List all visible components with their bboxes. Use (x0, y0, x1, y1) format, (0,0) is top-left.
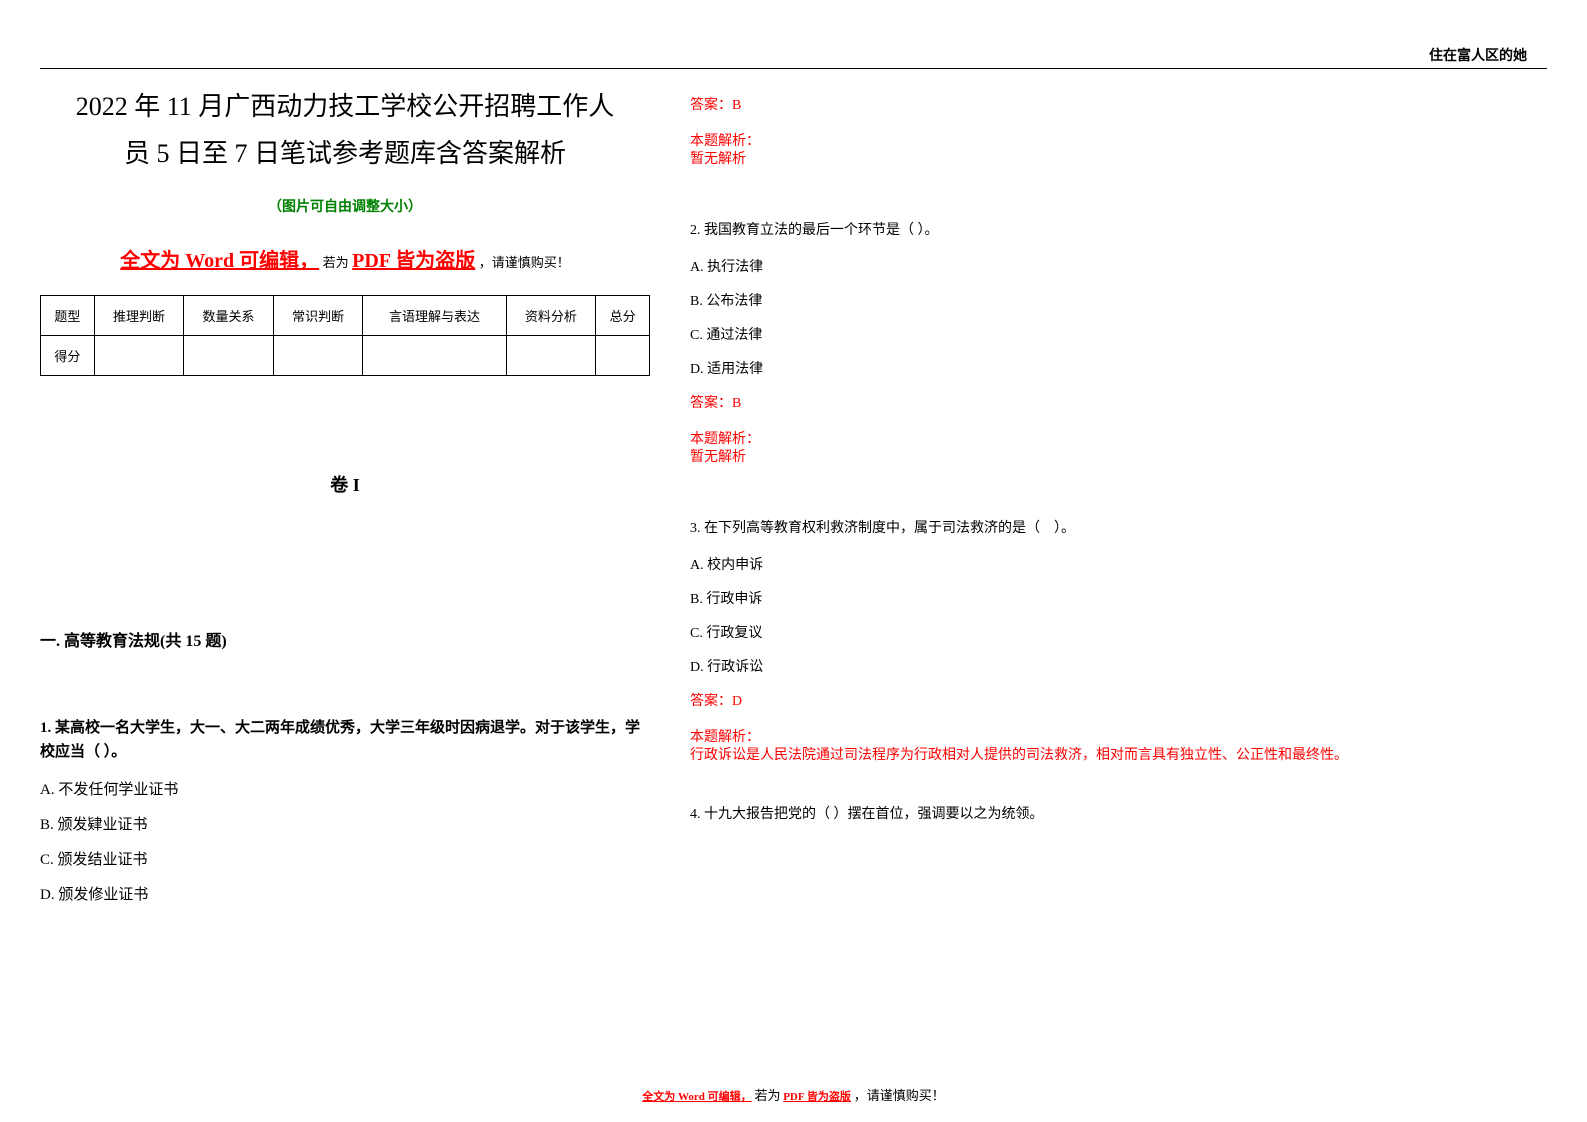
q2-text: 2. 我国教育立法的最后一个环节是（ ）。 (690, 220, 1547, 242)
score-table: 题型 推理判断 数量关系 常识判断 言语理解与表达 资料分析 总分 得分 (40, 295, 650, 376)
q3-option-d: D. 行政诉讼 (690, 656, 1547, 676)
footer-part-1: 全文为 Word 可编辑， (642, 1091, 751, 1103)
th-verbal: 言语理解与表达 (363, 295, 506, 335)
th-total: 总分 (596, 295, 650, 335)
question-4: 4. 十九大报告把党的（ ）摆在首位，强调要以之为统领。 (690, 804, 1547, 826)
q1-option-a: A. 不发任何学业证书 (40, 778, 650, 799)
td-blank (363, 335, 506, 375)
q2-analysis-label: 本题解析： (690, 428, 1547, 448)
th-common: 常识判断 (273, 295, 363, 335)
q1-text: 1. 某高校一名大学生，大一、大二两年成绩优秀，大学三年级时因病退学。对于该学生… (40, 716, 650, 764)
question-3: 3. 在下列高等教育权利救济制度中，属于司法救济的是（ ）。 A. 校内申诉 B… (690, 518, 1547, 766)
q1-analysis-content: 暂无解析 (690, 150, 1547, 170)
table-header-row: 题型 推理判断 数量关系 常识判断 言语理解与表达 资料分析 总分 (41, 295, 650, 335)
q3-option-b: B. 行政申诉 (690, 588, 1547, 608)
q1-option-d: D. 颁发修业证书 (40, 883, 650, 904)
q2-option-a: A. 执行法律 (690, 256, 1547, 276)
td-score-label: 得分 (41, 335, 95, 375)
warning-part-2: 若为 (323, 255, 349, 270)
question-1: 1. 某高校一名大学生，大一、大二两年成绩优秀，大学三年级时因病退学。对于该学生… (40, 716, 650, 904)
left-column: 2022 年 11 月广西动力技工学校公开招聘工作人 员 5 日至 7 日笔试参… (40, 84, 650, 904)
q1-answer: 答案：B (690, 94, 1547, 114)
volume-title: 卷 I (40, 471, 650, 497)
subtitle: （图片可自由调整大小） (40, 196, 650, 216)
content: 2022 年 11 月广西动力技工学校公开招聘工作人 员 5 日至 7 日笔试参… (40, 84, 1547, 904)
q1-answer-section: 答案：B 本题解析： 暂无解析 (690, 94, 1547, 170)
q2-option-b: B. 公布法律 (690, 290, 1547, 310)
q1-option-b: B. 颁发肄业证书 (40, 813, 650, 834)
right-column: 答案：B 本题解析： 暂无解析 2. 我国教育立法的最后一个环节是（ ）。 A.… (690, 84, 1547, 904)
question-2: 2. 我国教育立法的最后一个环节是（ ）。 A. 执行法律 B. 公布法律 C.… (690, 220, 1547, 468)
header-note: 住在富人区的她 (1429, 45, 1527, 65)
q3-analysis-content: 行政诉讼是人民法院通过司法程序为行政相对人提供的司法救济，相对而言具有独立性、公… (690, 746, 1547, 766)
td-blank (273, 335, 363, 375)
q3-analysis-label: 本题解析： (690, 726, 1547, 746)
q2-option-d: D. 适用法律 (690, 358, 1547, 378)
footer: 全文为 Word 可编辑， 若为 PDF 皆为盗版 ，请谨慎购买！ (0, 1085, 1587, 1104)
th-reasoning: 推理判断 (94, 295, 184, 335)
table-score-row: 得分 (41, 335, 650, 375)
td-blank (94, 335, 184, 375)
q3-answer: 答案：D (690, 690, 1547, 710)
th-quantity: 数量关系 (184, 295, 274, 335)
footer-part-2: 若为 (754, 1088, 780, 1103)
warning-part-1: 全文为 Word 可编辑， (120, 250, 319, 272)
document-title: 2022 年 11 月广西动力技工学校公开招聘工作人 员 5 日至 7 日笔试参… (40, 84, 650, 178)
th-type: 题型 (41, 295, 95, 335)
td-blank (596, 335, 650, 375)
td-blank (506, 335, 596, 375)
q3-option-c: C. 行政复议 (690, 622, 1547, 642)
warning-part-3: PDF 皆为盗版 (352, 250, 475, 272)
th-data: 资料分析 (506, 295, 596, 335)
q2-option-c: C. 通过法律 (690, 324, 1547, 344)
q3-text: 3. 在下列高等教育权利救济制度中，属于司法救济的是（ ）。 (690, 518, 1547, 540)
q1-option-c: C. 颁发结业证书 (40, 848, 650, 869)
footer-part-4: ，请谨慎购买！ (854, 1088, 945, 1103)
section-title: 一. 高等教育法规(共 15 题) (40, 627, 650, 651)
q2-answer: 答案：B (690, 392, 1547, 412)
warning-part-4: ，请谨慎购买！ (479, 255, 570, 270)
header-rule (40, 68, 1547, 69)
footer-part-3: PDF 皆为盗版 (783, 1091, 851, 1103)
title-line-2: 员 5 日至 7 日笔试参考题库含答案解析 (40, 131, 650, 178)
q4-text: 4. 十九大报告把党的（ ）摆在首位，强调要以之为统领。 (690, 804, 1547, 826)
title-line-1: 2022 年 11 月广西动力技工学校公开招聘工作人 (40, 84, 650, 131)
q1-analysis-label: 本题解析： (690, 130, 1547, 150)
warning-line: 全文为 Word 可编辑， 若为 PDF 皆为盗版 ，请谨慎购买！ (40, 244, 650, 273)
q2-analysis-content: 暂无解析 (690, 448, 1547, 468)
td-blank (184, 335, 274, 375)
q3-option-a: A. 校内申诉 (690, 554, 1547, 574)
